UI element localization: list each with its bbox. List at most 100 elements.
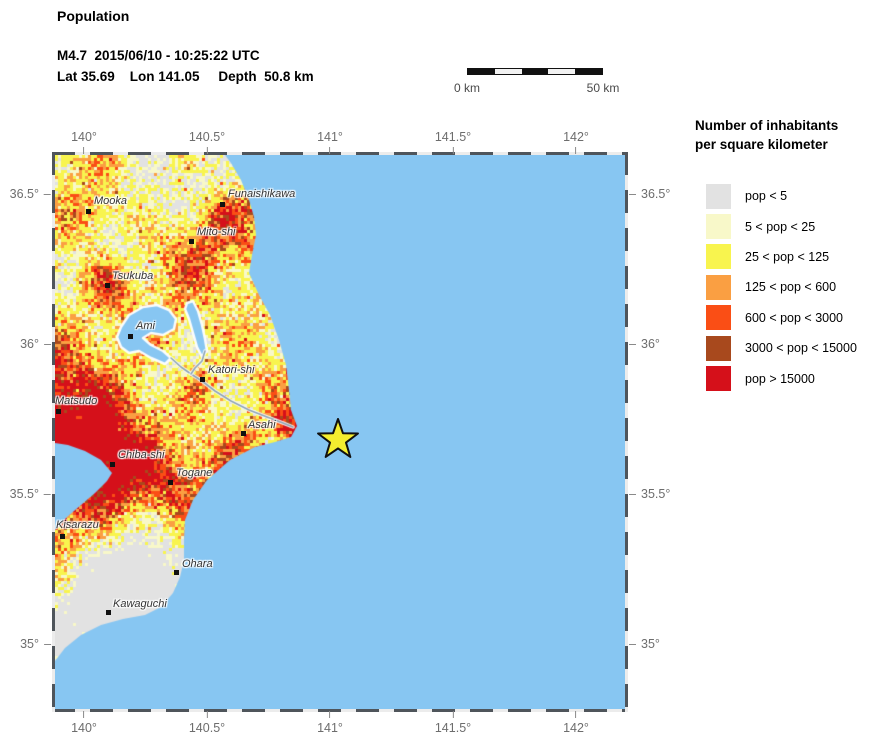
map-panel: 140° 140.5° 141° 141.5° — [10, 130, 671, 735]
event-info: M4.7 2015/06/10 - 10:25:22 UTC — [57, 48, 260, 63]
latitude-tick-left: 36.5° — [10, 186, 51, 202]
legend-item: pop > 15000 — [695, 363, 878, 393]
legend-title-line2: per square kilometer — [695, 137, 828, 152]
scale-bar-segments — [467, 68, 603, 75]
tick-mark — [44, 343, 51, 345]
latitude-label: 35° — [641, 637, 660, 651]
city-marker — [174, 570, 179, 575]
longitude-label: 141.5° — [434, 130, 472, 144]
legend-item-label: 125 < pop < 600 — [745, 280, 837, 295]
legend-item: pop < 5 — [695, 181, 878, 211]
city-label: Kawaguchi — [113, 598, 167, 610]
longitude-tick-top: 142° — [563, 129, 589, 154]
tick-mark — [452, 147, 454, 154]
longitude-label: 142° — [563, 130, 589, 144]
city-marker — [56, 409, 61, 414]
longitude-label: 140.5° — [188, 130, 226, 144]
tick-mark — [575, 147, 577, 154]
tick-mark — [629, 493, 636, 495]
scale-bar: 0 km 50 km — [454, 68, 619, 95]
longitude-tick-top: 140° — [71, 129, 97, 154]
legend-item: 25 < pop < 125 — [695, 242, 878, 272]
city-label: Togane — [176, 467, 213, 479]
legend-item-label: pop > 15000 — [745, 371, 815, 386]
tick-mark — [575, 711, 577, 718]
latitude-label: 36° — [20, 337, 39, 351]
city-label: Kisarazu — [56, 519, 99, 531]
city-label: Ami — [136, 320, 155, 332]
longitude-tick-top: 140.5° — [189, 129, 225, 154]
tick-mark — [44, 643, 51, 645]
legend-item: 600 < pop < 3000 — [695, 303, 878, 333]
scale-bar-segment — [521, 69, 549, 74]
legend-item-label: 5 < pop < 25 — [745, 219, 816, 234]
legend-swatch — [706, 244, 731, 270]
latitude-tick-left: 36° — [20, 336, 51, 352]
map-frame-left — [52, 152, 55, 712]
longitude-tick-bottom: 140° — [71, 711, 97, 736]
legend-swatch — [706, 274, 731, 300]
longitude-label: 142° — [563, 721, 589, 735]
tick-mark — [329, 147, 331, 154]
scale-bar-segment — [575, 69, 602, 74]
longitude-tick-top: 141.5° — [435, 129, 471, 154]
city-marker — [189, 239, 194, 244]
latitude-label: 35.5° — [641, 487, 671, 501]
latitude-label: 35.5° — [9, 487, 39, 501]
map-frame-right — [625, 152, 628, 712]
legend-item-label: 3000 < pop < 15000 — [745, 341, 857, 356]
latitude-label: 36.5° — [9, 187, 39, 201]
scale-bar-segment — [468, 69, 495, 74]
latitude-label: 36° — [641, 337, 660, 351]
tick-mark — [452, 711, 454, 718]
latitude-tick-right: 35.5° — [629, 486, 670, 502]
longitude-label: 140° — [71, 721, 97, 735]
tick-mark — [83, 147, 85, 154]
legend-item: 5 < pop < 25 — [695, 211, 878, 241]
city-marker — [168, 480, 173, 485]
latitude-tick-right: 35° — [629, 636, 660, 652]
longitude-label: 141° — [317, 721, 343, 735]
legend-title-line1: Number of inhabitants — [695, 118, 839, 133]
city-marker — [106, 610, 111, 615]
legend-swatch — [706, 366, 731, 392]
tick-mark — [44, 493, 51, 495]
scale-bar-segment — [548, 69, 576, 74]
latitude-tick-right: 36° — [629, 336, 660, 352]
legend-item: 3000 < pop < 15000 — [695, 333, 878, 363]
tick-mark — [629, 643, 636, 645]
tick-mark — [206, 711, 208, 718]
page-title: Population — [57, 8, 130, 24]
longitude-label: 140.5° — [188, 721, 226, 735]
legend-item: 125 < pop < 600 — [695, 272, 878, 302]
city-marker — [200, 377, 205, 382]
tick-mark — [329, 711, 331, 718]
longitude-tick-top: 141° — [317, 129, 343, 154]
city-marker — [86, 209, 91, 214]
tick-mark — [83, 711, 85, 718]
city-label: Ohara — [182, 558, 213, 570]
tick-mark — [629, 193, 636, 195]
city-label: Tsukuba — [112, 270, 154, 282]
legend-item-label: pop < 5 — [745, 189, 788, 204]
tick-mark — [629, 343, 636, 345]
city-marker — [241, 431, 246, 436]
map-frame-top — [52, 152, 628, 155]
scale-bar-segment — [494, 69, 522, 74]
legend-swatch — [706, 183, 731, 209]
city-label: Chiba-shi — [118, 449, 165, 461]
longitude-tick-bottom: 141.5° — [435, 711, 471, 736]
legend-item-label: 600 < pop < 3000 — [745, 310, 844, 325]
latitude-label: 35° — [20, 637, 39, 651]
longitude-tick-bottom: 142° — [563, 711, 589, 736]
legend-swatch — [706, 335, 731, 361]
legend-title: Number of inhabitants per square kilomet… — [695, 116, 878, 154]
latitude-tick-left: 35.5° — [10, 486, 51, 502]
tick-mark — [206, 147, 208, 154]
latitude-tick-left: 35° — [20, 636, 51, 652]
legend: Number of inhabitants per square kilomet… — [695, 116, 878, 394]
legend-list: pop < 5 5 < pop < 25 25 < pop < 125 125 … — [695, 181, 878, 394]
city-label: Mooka — [94, 195, 128, 207]
city-label: Katori-shi — [208, 364, 255, 376]
